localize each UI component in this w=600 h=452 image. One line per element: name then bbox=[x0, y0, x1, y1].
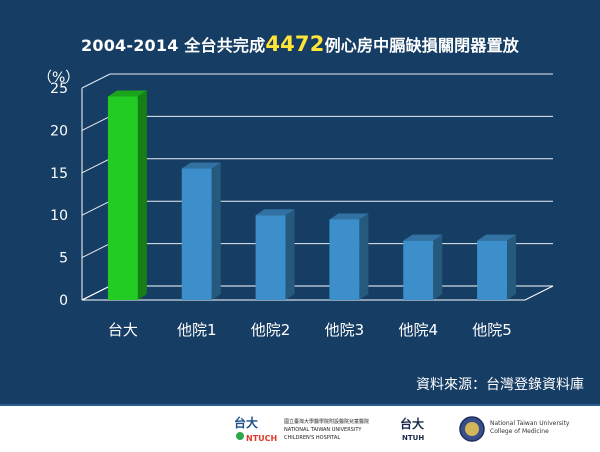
svg-text:NTUCH: NTUCH bbox=[246, 434, 277, 443]
bar-front bbox=[107, 96, 138, 300]
ntu-college-text: National Taiwan University College of Me… bbox=[490, 420, 580, 436]
bar-side bbox=[359, 213, 369, 300]
title-prefix: 2004-2014 全台共完成 bbox=[81, 36, 266, 55]
ntuh-logo-icon: 台大 NTUH bbox=[400, 416, 424, 442]
gridline-depth bbox=[81, 200, 111, 216]
ntuch-logo-text: 國立臺灣大學醫學院附設醫院兒童醫院 NATIONAL TAIWAN UNIVER… bbox=[284, 418, 389, 442]
x-tick-label: 他院4 bbox=[398, 321, 438, 339]
gridline-depth bbox=[81, 243, 111, 259]
gridline-depth bbox=[81, 115, 111, 131]
svg-text:台大: 台大 bbox=[234, 415, 258, 430]
y-tick-label: 5 bbox=[59, 251, 68, 267]
title-highlight-number: 4472 bbox=[265, 32, 325, 56]
data-source-note: 資料來源：台灣登錄資料庫 bbox=[416, 377, 584, 393]
bar-side bbox=[285, 209, 295, 300]
bar-front bbox=[329, 219, 360, 300]
y-tick-label: 15 bbox=[50, 166, 68, 182]
x-tick-label: 台大 bbox=[108, 321, 138, 339]
college-line-1: National Taiwan University bbox=[490, 420, 570, 427]
ntu-college-seal-icon bbox=[459, 416, 485, 442]
bar-chart: 0 5 10 15 20 25（%） 台大 他院1 他院2 他院3 他院4 他院5 bbox=[38, 70, 554, 339]
gridline-depth bbox=[81, 73, 111, 89]
gridline-depth bbox=[81, 158, 111, 174]
bar-top bbox=[477, 234, 517, 241]
y-tick-label: 20 bbox=[50, 123, 68, 139]
bar-side bbox=[507, 234, 517, 300]
y-tick-label: 0 bbox=[59, 293, 68, 309]
y-tick-label: 10 bbox=[50, 208, 68, 224]
title-suffix: 例心房中膈缺損關閉器置放 bbox=[324, 36, 519, 55]
bar-front bbox=[255, 215, 286, 300]
bar-top bbox=[255, 209, 295, 216]
y-tick-label: 25 bbox=[50, 81, 68, 97]
ntuch-name-en: NATIONAL TAIWAN UNIVERSITY CHILDREN'S HO… bbox=[284, 427, 362, 441]
x-tick-label: 他院2 bbox=[251, 321, 291, 339]
bar-front bbox=[403, 240, 434, 300]
chart-title: 2004-2014 全台共完成4472例心房中膈缺損關閉器置放 bbox=[0, 32, 600, 56]
chart-floor bbox=[81, 285, 554, 301]
bar-side bbox=[433, 234, 443, 300]
svg-text:NTUH: NTUH bbox=[402, 434, 424, 442]
ntuch-name-zh: 國立臺灣大學醫學院附設醫院兒童醫院 bbox=[284, 419, 370, 425]
x-tick-label: 他院5 bbox=[472, 321, 512, 339]
bar-front bbox=[181, 168, 212, 300]
bar-side bbox=[137, 90, 147, 300]
bar-top bbox=[107, 90, 147, 97]
svg-text:台大: 台大 bbox=[400, 416, 424, 431]
bar-top bbox=[403, 234, 443, 241]
bar-front bbox=[477, 240, 508, 300]
x-tick-label: 他院1 bbox=[177, 321, 217, 339]
slide-background bbox=[0, 0, 600, 410]
footer-logo-bar: 台大 NTUCH 國立臺灣大學醫學院附設醫院兒童醫院 NATIONAL TAIW… bbox=[0, 404, 600, 452]
bar-side bbox=[211, 162, 221, 300]
bar-top bbox=[329, 213, 369, 220]
y-axis-unit-label: （%） bbox=[38, 70, 79, 86]
bar-top bbox=[181, 162, 221, 169]
x-tick-label: 他院3 bbox=[325, 321, 365, 339]
college-line-2: College of Medicine bbox=[490, 428, 549, 435]
ntuch-logo-icon: 台大 NTUCH bbox=[234, 415, 277, 443]
